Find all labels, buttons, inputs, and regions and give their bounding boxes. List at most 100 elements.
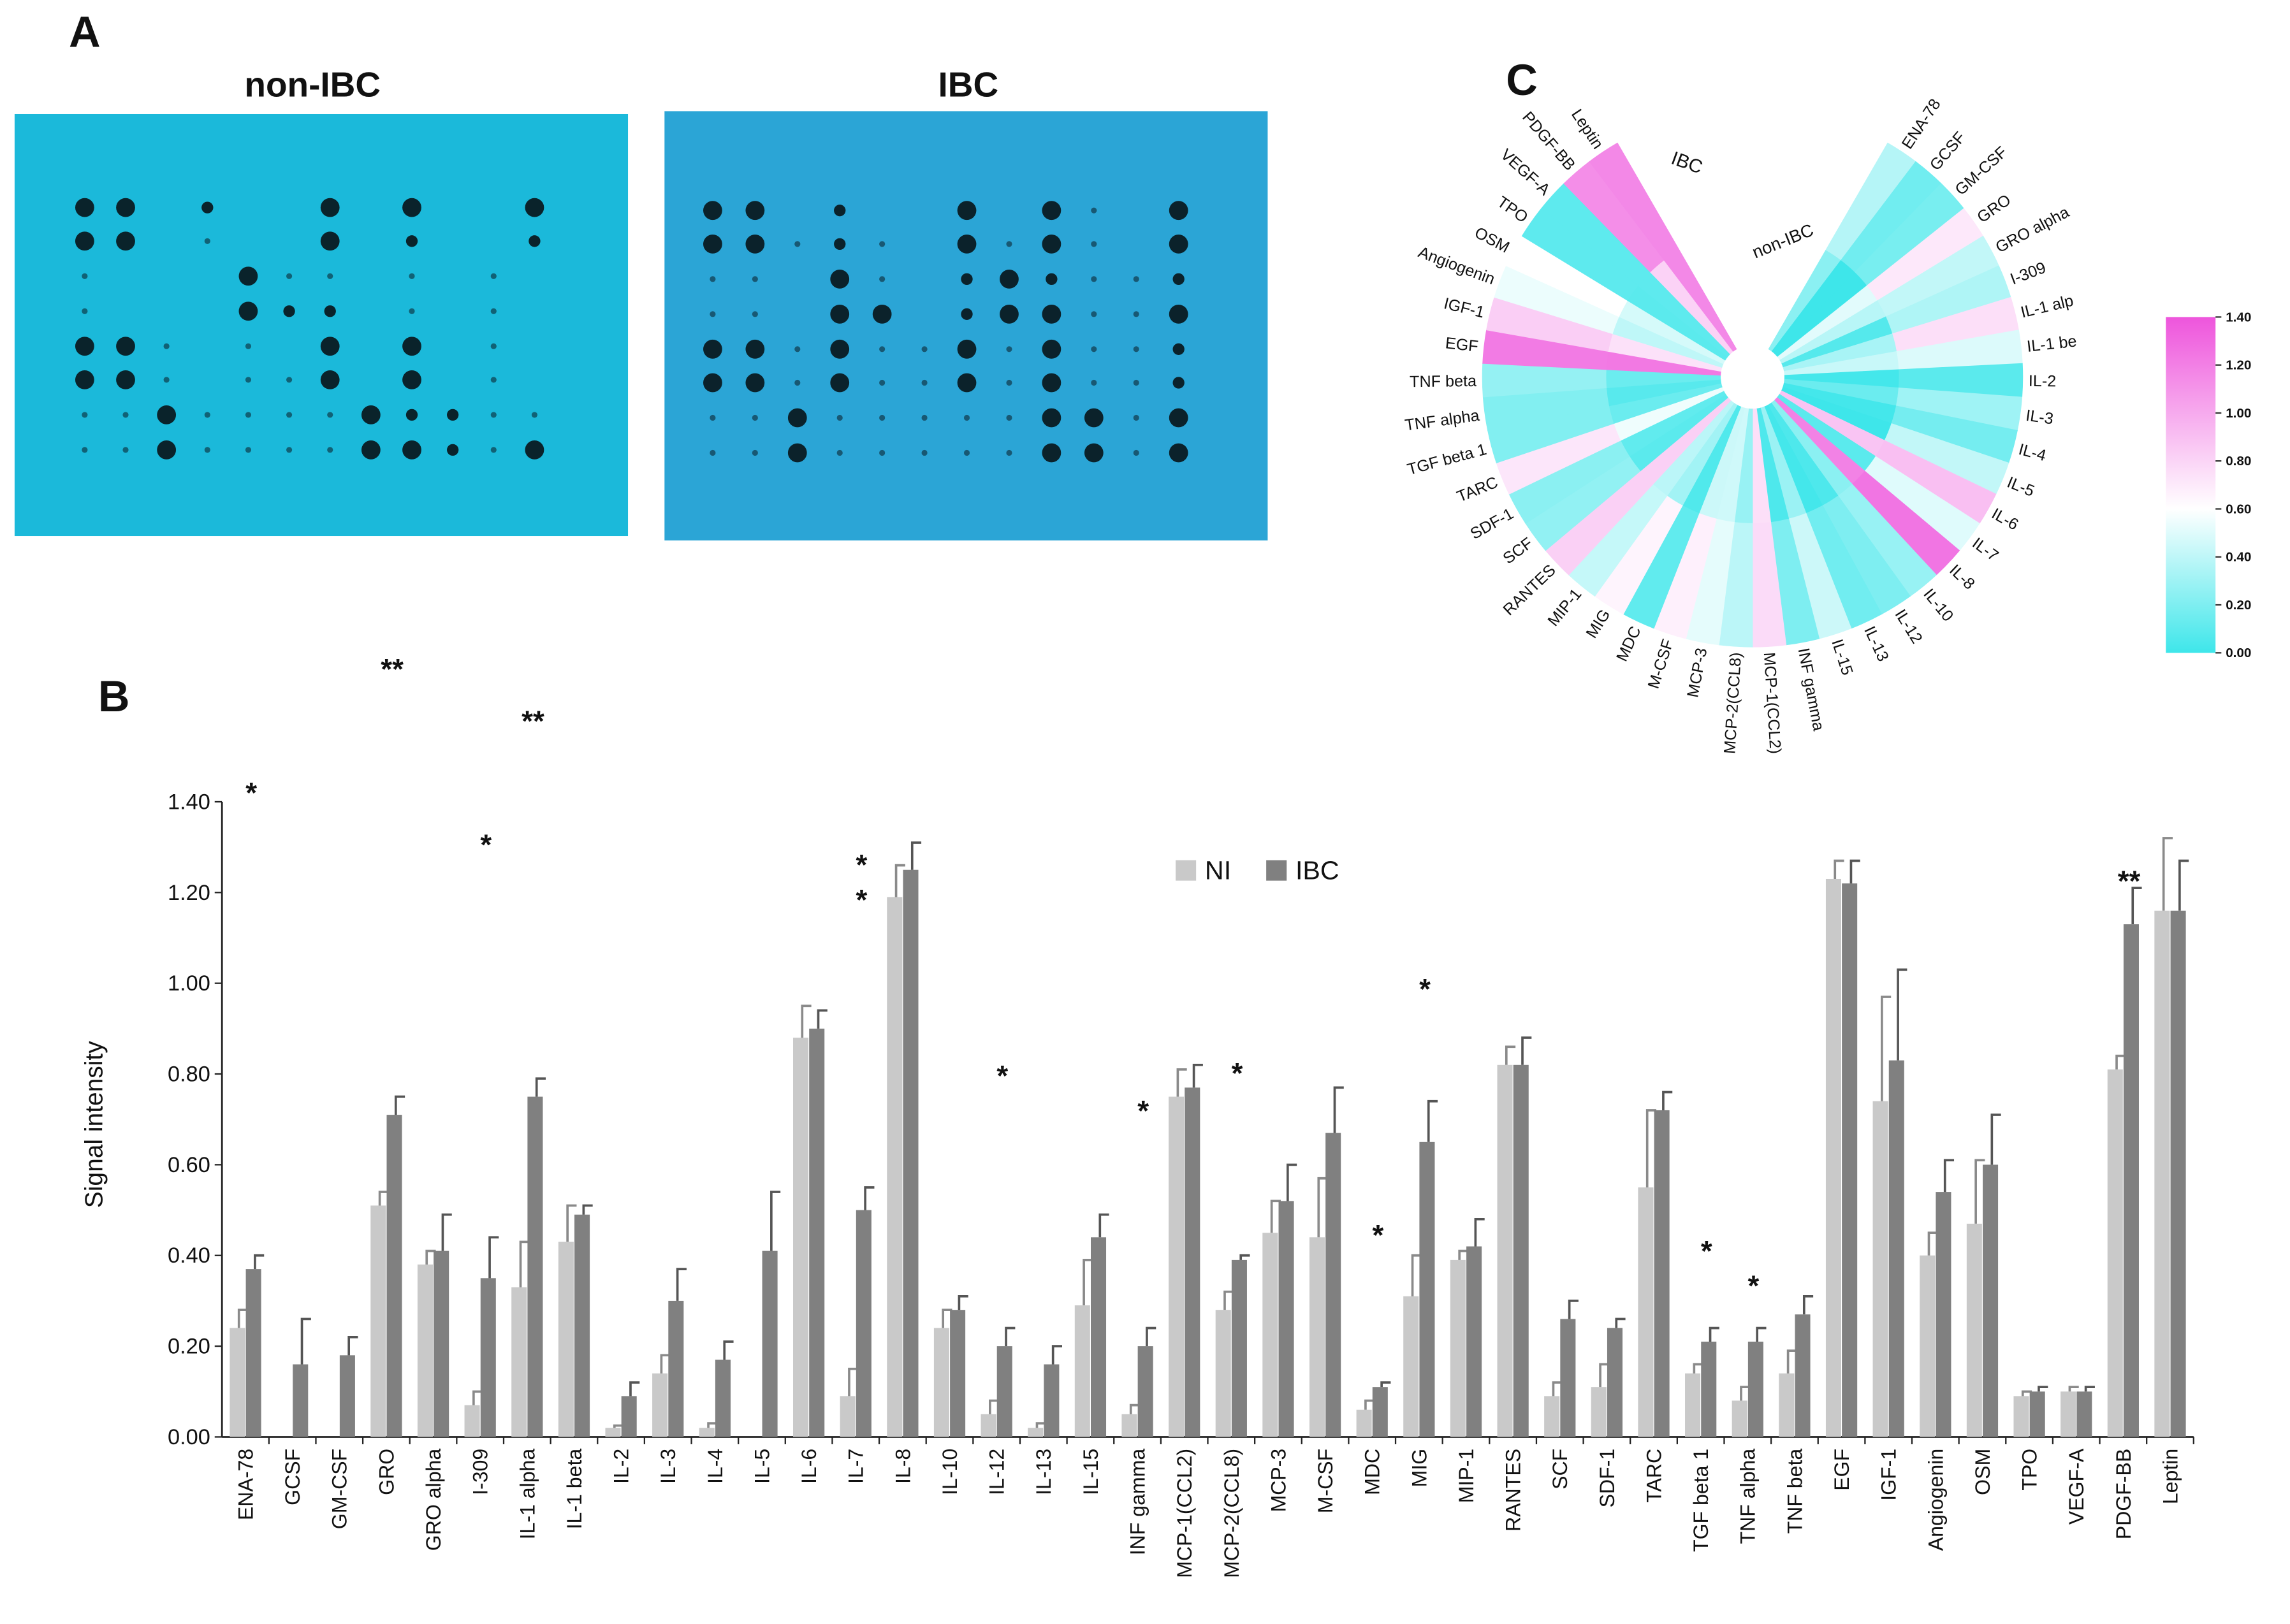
colorbar (2166, 317, 2216, 653)
category-label: IL-3 (2025, 407, 2055, 428)
bar (464, 1405, 480, 1437)
x-tick-label: SCF (1549, 1449, 1572, 1490)
error-bar (1786, 1349, 1797, 1374)
blot-dot (1042, 304, 1061, 324)
x-tick-label: MIP-1 (1455, 1449, 1478, 1504)
error-bar (1943, 1159, 1955, 1193)
bar (1560, 1319, 1576, 1437)
blot-dot (961, 273, 973, 286)
x-tick-label: MCP-1(CCL2) (1173, 1449, 1196, 1578)
x-tick-label: IL-7 (845, 1449, 868, 1484)
error-bar (347, 1336, 358, 1356)
bar (558, 1242, 574, 1437)
x-tick-label: TPO (2018, 1449, 2041, 1491)
blot-dot (710, 449, 716, 456)
x-tick-label: SDF-1 (1596, 1449, 1619, 1508)
error-bar (1083, 1259, 1093, 1306)
blot-dot (361, 405, 381, 424)
colorbar-tick-label: 1.40 (2226, 310, 2251, 324)
error-bar (378, 1191, 389, 1206)
x-tick-label: RANTES (1502, 1449, 1525, 1532)
bar (511, 1287, 527, 1437)
bar (1795, 1314, 1811, 1437)
x-tick-label: GRO alpha (422, 1449, 445, 1551)
category-label: IL-6 (1988, 505, 2022, 534)
blot-dot (204, 238, 210, 244)
blot-dot (1169, 443, 1188, 463)
error-bar (1223, 1290, 1234, 1310)
error-bar (237, 1309, 249, 1328)
colorbar-tick-label: 0.60 (2226, 502, 2251, 516)
category-label: INF gamma (1795, 646, 1828, 732)
legend-swatch (1266, 860, 1287, 881)
bar (1779, 1373, 1795, 1437)
blot-dot (957, 234, 977, 254)
colorbar-tick-label: 0.80 (2226, 454, 2251, 468)
bar (933, 1328, 949, 1437)
bar (1372, 1387, 1388, 1437)
blot-dot (1172, 343, 1185, 355)
bar (2170, 910, 2186, 1437)
blot-dot (1091, 276, 1097, 282)
blot-dots (75, 198, 1188, 463)
significance-mark: * (996, 1059, 1008, 1092)
error-bar (1756, 1326, 1767, 1342)
blot-dot (1172, 377, 1185, 389)
significance-mark: ** (381, 653, 404, 685)
bar (2107, 1069, 2123, 1437)
x-tick-label: IL-6 (798, 1449, 820, 1484)
blot-dot (830, 339, 850, 359)
bar (1121, 1414, 1137, 1437)
category-label: IL-5 (2004, 474, 2037, 500)
blot-dot (490, 273, 497, 279)
bar (996, 1346, 1012, 1437)
category-label: TPO (1494, 193, 1531, 227)
bar (370, 1205, 386, 1437)
category-label: IL-8 (1946, 561, 1978, 593)
bar (840, 1396, 856, 1437)
significance-mark: ** (521, 705, 544, 737)
blot-dot (836, 414, 843, 421)
blot-dot (745, 201, 765, 221)
blot-dot (1091, 379, 1097, 386)
x-tick-label: MCP-2(CCL8) (1220, 1449, 1243, 1578)
y-axis-label: Signal intensity (80, 1041, 108, 1208)
bar (1185, 1087, 1200, 1437)
bar (245, 1269, 261, 1437)
significance-mark: * (1372, 1219, 1383, 1252)
bar (574, 1214, 590, 1437)
blot-dot (710, 311, 716, 317)
significance-mark: * (480, 829, 492, 861)
bar (1450, 1259, 1466, 1437)
blot-dot (327, 412, 333, 418)
error-bar (801, 1004, 812, 1038)
x-tick-label: IL-12 (986, 1449, 1009, 1495)
bar (887, 897, 903, 1437)
blot-dot (1084, 443, 1104, 463)
blot-dot (446, 444, 459, 456)
blot-dot (525, 198, 544, 217)
category-label: TGF beta 1 (1405, 440, 1488, 479)
bar (762, 1251, 778, 1437)
panel-label: A (69, 8, 101, 57)
blot-dot (957, 373, 977, 393)
bar (1169, 1096, 1185, 1437)
bar (668, 1300, 684, 1437)
error-bar (1380, 1381, 1391, 1388)
x-tick-label: IL-3 (657, 1449, 680, 1484)
x-tick-label: TGF beta 1 (1689, 1449, 1712, 1552)
blot-dot (286, 412, 293, 418)
error-bar (723, 1340, 734, 1360)
bar (1074, 1305, 1090, 1437)
blot-dot (490, 447, 497, 453)
error-bar (441, 1213, 452, 1251)
blot-dot (286, 273, 293, 279)
error-bar (2131, 887, 2142, 925)
significance-mark: ** (2118, 865, 2141, 897)
error-bar (2084, 1386, 2095, 1392)
x-tick-label: IL-13 (1032, 1449, 1055, 1495)
blot-dot (879, 346, 886, 352)
error-bar (1990, 1113, 2001, 1165)
bar (386, 1115, 402, 1437)
error-bar (582, 1204, 593, 1215)
